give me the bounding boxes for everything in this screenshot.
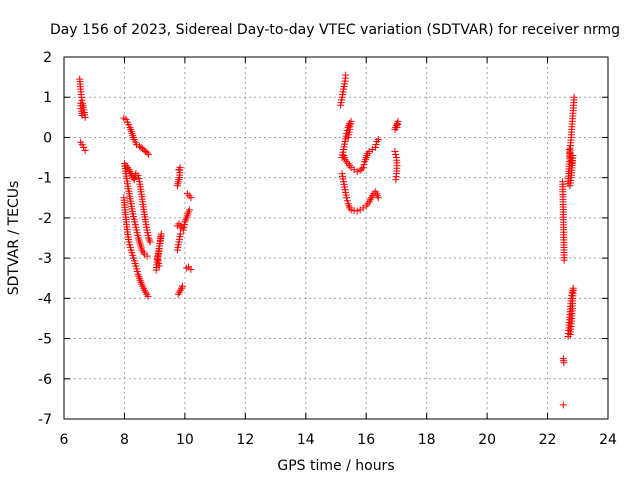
data-point [343, 197, 351, 205]
data-point [185, 206, 193, 214]
y-tick-label: 2 [43, 50, 52, 66]
y-axis-label: SDTVAR / TECUs [6, 181, 22, 296]
data-point [134, 172, 142, 180]
data-point [566, 331, 574, 339]
data-point [360, 161, 368, 169]
data-point [176, 230, 184, 238]
data-point [155, 262, 163, 270]
data-point [173, 182, 181, 190]
x-tick-label: 24 [599, 432, 617, 448]
data-point [393, 123, 401, 131]
data-point [343, 194, 351, 202]
data-point [344, 133, 352, 141]
y-tick-label: -4 [38, 291, 52, 307]
data-point [135, 175, 143, 183]
y-tick-label: -5 [38, 332, 52, 348]
data-point [560, 256, 568, 264]
data-point [143, 149, 151, 157]
data-point [374, 135, 382, 143]
y-tick-label: -7 [38, 412, 52, 428]
data-point [392, 151, 400, 159]
data-point [374, 194, 382, 202]
grid [64, 57, 608, 419]
y-tick-label: 0 [43, 130, 52, 146]
x-axis-label: GPS time / hours [277, 458, 394, 474]
data-point [353, 168, 361, 176]
data-point [358, 165, 366, 173]
data-point [133, 141, 141, 149]
x-tick-label: 6 [60, 432, 69, 448]
data-point [391, 148, 399, 156]
x-tick-label: 20 [478, 432, 496, 448]
data-point [187, 194, 195, 202]
data-point [178, 282, 186, 290]
y-tick-label: 1 [43, 90, 52, 106]
data-point [353, 207, 361, 215]
x-tick-label: 16 [357, 432, 375, 448]
data-point [81, 146, 89, 154]
x-tick-label: 14 [297, 432, 315, 448]
data-point [560, 359, 568, 367]
plot-frame [63, 56, 609, 420]
y-tick-label: -2 [38, 211, 52, 227]
data-point [146, 238, 154, 246]
data-point [566, 182, 574, 190]
y-tick-label: -1 [38, 171, 52, 187]
chart-title: Day 156 of 2023, Sidereal Day-to-day VTE… [50, 22, 620, 38]
y-tick-label: -3 [38, 251, 52, 267]
x-tick-label: 8 [120, 432, 129, 448]
data-point [392, 176, 400, 184]
x-tick-label: 10 [176, 432, 194, 448]
data-point [371, 144, 379, 151]
data-point [570, 93, 578, 101]
data-point [78, 111, 86, 119]
data-point [143, 252, 151, 260]
data-point [372, 140, 380, 148]
data-points [76, 71, 578, 409]
x-tick-label: 12 [236, 432, 254, 448]
y-tick-label: -6 [38, 372, 52, 388]
x-tick-label: 18 [418, 432, 436, 448]
data-point [144, 292, 152, 300]
data-point [559, 401, 567, 409]
data-point [342, 71, 350, 79]
data-point [187, 265, 195, 273]
x-tick-label: 22 [539, 432, 557, 448]
data-point [359, 164, 367, 172]
data-point [347, 206, 355, 214]
data-point [145, 150, 153, 158]
